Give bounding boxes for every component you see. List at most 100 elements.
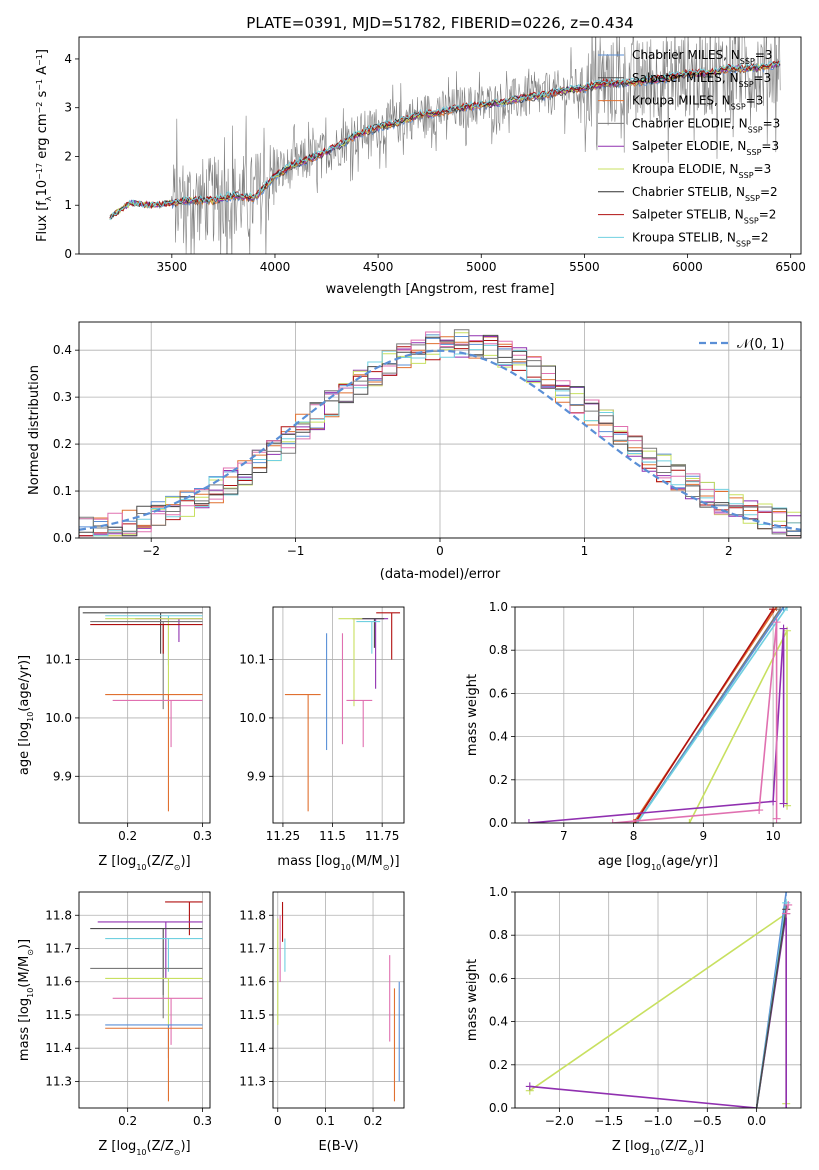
errorbar-point: [338, 618, 363, 707]
mass-weight-marker: [755, 806, 764, 815]
residuals-ytick-label: 0.1: [53, 484, 72, 498]
massweight-vs-Z-xtick-label: −0.5: [693, 1114, 722, 1128]
age-vs-Z-plot-area: [79, 607, 210, 823]
massweight-vs-Z-xlabel: Z [log10(Z/Z⊙)]: [612, 1139, 704, 1157]
mass-weight-series-line: [528, 628, 785, 823]
errorbar-point: [165, 901, 203, 936]
massweight-vs-Z-xtick-label: −2.0: [545, 1114, 574, 1128]
spectrum-axes-frame: [78, 36, 802, 255]
residuals-ylabel: Normed distribution: [27, 365, 42, 495]
errorbar-point: [112, 997, 203, 1045]
mass-weight-marker: [772, 814, 781, 823]
mass-weight-marker: [608, 819, 617, 823]
residuals-ytick-label: 0.0: [53, 531, 72, 545]
residuals-axes-frame: [78, 321, 802, 539]
errorbar-point: [376, 612, 401, 660]
spectrum-ytick-label: 4: [64, 52, 72, 66]
mass-vs-EBV-ytick-label: 11.7: [239, 941, 266, 955]
residuals-ytick-label: 0.4: [53, 343, 72, 357]
massweight-vs-age-ytick-label: 1.0: [489, 600, 508, 614]
mass-weight-series-line: [636, 607, 788, 823]
massweight-vs-age-plot-area: [515, 607, 801, 823]
spectrum-ytick-label: 1: [64, 198, 72, 212]
mass-vs-Z-xlabel: Z [log10(Z/Z⊙)]: [98, 1139, 190, 1157]
massweight-vs-age-ytick-label: 0.2: [489, 773, 508, 787]
age-vs-mass-ytick-label: 10.0: [239, 711, 266, 725]
massweight-vs-Z-plot-area: [515, 892, 801, 1108]
mass-weight-marker: [525, 1082, 534, 1091]
mass-vs-Z-ytick-label: 11.8: [45, 908, 72, 922]
mass-weight-series-line: [612, 622, 778, 823]
age-vs-mass-plot-area: [273, 607, 404, 823]
age-vs-Z-ytick-label: 10.1: [45, 653, 72, 667]
mass-vs-Z-ytick-label: 11.7: [45, 941, 72, 955]
mass-vs-Z-ylabel: mass [log10(M/M⊙)]: [17, 939, 35, 1061]
residuals-xtick-label: 1: [581, 544, 589, 558]
spectrum-xlabel: wavelength [Angstrom, rest frame]: [326, 282, 555, 297]
massweight-vs-Z-ytick-label: 0.4: [489, 1015, 508, 1029]
age-vs-mass-xtick-label: 11.25: [266, 829, 300, 843]
residuals-xtick-label: 0: [436, 544, 444, 558]
age-vs-Z-xlabel: Z [log10(Z/Z⊙)]: [98, 854, 190, 872]
spectrum-legend-entry: Salpeter STELIB, NSSP=2: [632, 208, 776, 226]
mass-vs-Z-ytick-label: 11.4: [45, 1041, 72, 1055]
residuals-legend-label: 𝒩(0, 1): [737, 337, 784, 352]
spectrum-legend-entry: Chabrier STELIB, NSSP=2: [632, 185, 778, 203]
errorbar-point: [82, 612, 203, 654]
mass-weight-marker: [779, 799, 788, 808]
mass-weight-marker: [779, 607, 788, 611]
mass-vs-EBV-plot-area: [273, 892, 404, 1108]
spectrum-legend-entry: Salpeter MILES, NSSP=3: [632, 71, 771, 89]
mass-vs-Z-ytick-label: 11.5: [45, 1008, 72, 1022]
age-vs-mass-xtick-label: 11.75: [365, 829, 399, 843]
mass-weight-marker: [782, 909, 791, 918]
spectrum-legend-entry: Chabrier ELODIE, NSSP=3: [632, 116, 780, 133]
residuals-xtick-label: 2: [725, 544, 733, 558]
spectrum-ytick-label: 3: [64, 101, 72, 115]
mass-vs-Z-ytick-label: 11.6: [45, 975, 72, 989]
spectrum-legend-entry: Salpeter ELODIE, NSSP=3: [632, 139, 779, 157]
massweight-vs-age-xtick-label: 7: [560, 829, 568, 843]
errorbar-point: [105, 1027, 203, 1102]
mass-vs-Z-xtick-label: 0.2: [118, 1114, 137, 1128]
residuals-plot-area: [79, 322, 801, 538]
mass-weight-marker: [779, 624, 788, 633]
mass-vs-Z-xtick-label: 0.3: [193, 1114, 212, 1128]
age-vs-mass-ytick-label: 10.1: [239, 653, 266, 667]
mass-weight-marker: [629, 819, 638, 823]
mass-vs-EBV-ytick-label: 11.6: [239, 975, 266, 989]
spectrum-legend-entry: Kroupa MILES, NSSP=3: [632, 94, 763, 112]
massweight-vs-age-ytick-label: 0.0: [489, 816, 508, 830]
errorbar-point: [97, 921, 203, 979]
massweight-vs-age-xtick-label: 8: [630, 829, 638, 843]
massweight-vs-age-ytick-label: 0.4: [489, 730, 508, 744]
residuals-xtick-label: −1: [287, 544, 305, 558]
age-vs-mass-xtick-label: 11.5: [319, 829, 346, 843]
errorbar-point: [356, 621, 381, 654]
errorbar-point: [284, 694, 321, 812]
age-vs-Z-ytick-label: 9.9: [53, 769, 72, 783]
mass-vs-Z-axes-frame: [78, 891, 211, 1109]
mass-weight-marker: [685, 819, 694, 823]
spectrum-legend-entry: Chabrier MILES, NSSP=3: [632, 48, 772, 66]
mass-vs-Z-plot-area: [79, 892, 210, 1108]
spectrum-ylabel: Flux [fλ10−17 erg cm−2 s−1 A−1]: [35, 49, 53, 242]
mass-weight-series-line: [634, 608, 774, 823]
spectrum-xtick-label: 3500: [157, 260, 188, 274]
massweight-vs-Z-xtick-label: 0.0: [747, 1114, 766, 1128]
spectrum-title: PLATE=0391, MJD=51782, FIBERID=0226, z=0…: [246, 14, 633, 32]
mass-vs-EBV-ytick-label: 11.4: [239, 1041, 266, 1055]
mass-weight-marker: [769, 797, 778, 806]
gaussian-reference-curve: [79, 349, 801, 531]
residuals-xtick-label: −2: [142, 544, 160, 558]
mass-weight-marker: [784, 900, 793, 909]
errorbar-point: [105, 618, 203, 707]
massweight-vs-age-xtick-label: 10: [765, 829, 780, 843]
massweight-vs-age-xlabel: age [log10(age/yr)]: [598, 854, 718, 872]
mass-vs-EBV-xlabel: E(B-V): [318, 1139, 358, 1154]
age-vs-mass-axes-frame: [272, 606, 405, 824]
massweight-vs-age-axes-frame: [514, 606, 802, 824]
mass-weight-marker: [783, 607, 792, 611]
spectrum-xtick-label: 4000: [260, 260, 291, 274]
